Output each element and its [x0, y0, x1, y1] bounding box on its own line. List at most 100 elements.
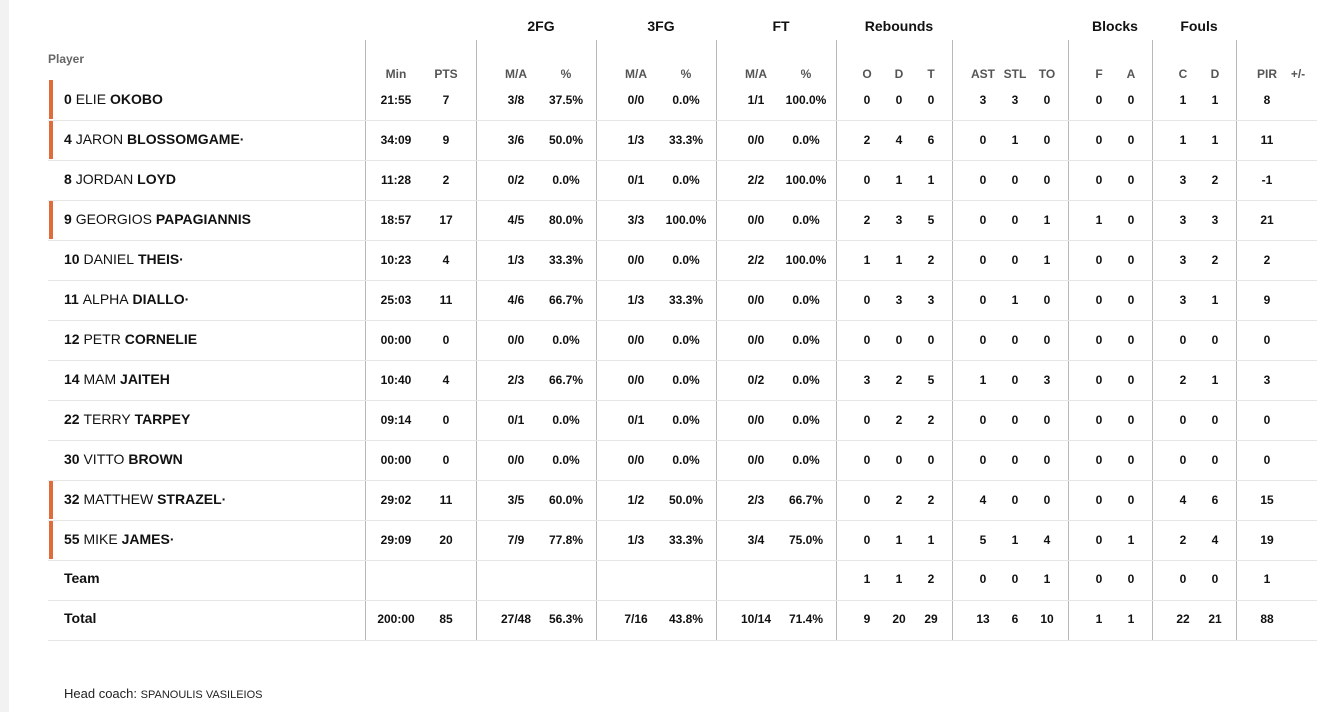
- cell-to: 1: [1043, 213, 1051, 227]
- cell-fg2-ma: 27/48: [500, 612, 532, 626]
- table-row: 32 MATTHEW STRAZEL· 29:02 11 3/5 60.0% 1/2 50.…: [0, 480, 1317, 520]
- player-name[interactable]: 55 MIKE JAMES·: [64, 530, 175, 548]
- player-name[interactable]: 0 ELIE OKOBO: [64, 90, 163, 108]
- player-name[interactable]: 32 MATTHEW STRAZEL·: [64, 490, 226, 508]
- cell-fc: 3: [1179, 173, 1187, 187]
- cell-bf: 0: [1095, 493, 1103, 507]
- cell-fg3-pct: 33.3%: [668, 133, 704, 147]
- cell-bf: 0: [1095, 572, 1103, 586]
- cell-ast: 4: [979, 493, 987, 507]
- cell-d: 1: [895, 253, 903, 267]
- cell-ast: 1: [979, 373, 987, 387]
- cell-fc: 0: [1179, 572, 1187, 586]
- cell-stl: 3: [1011, 93, 1019, 107]
- cell-t: 0: [927, 453, 935, 467]
- cell-pts: 0: [442, 413, 450, 427]
- cell-ft-pct: 75.0%: [788, 533, 824, 547]
- cell-to: 1: [1043, 572, 1051, 586]
- player-name[interactable]: 22 TERRY TARPEY: [64, 410, 190, 428]
- head-coach-name: SPANOULIS VASILEIOS: [140, 689, 263, 701]
- total-row: Total 200:00 85 27/48 56.3% 7/16 43.8% 10/14 71.…: [0, 599, 1317, 639]
- cell-fc: 3: [1179, 293, 1187, 307]
- cell-fg2-ma: 4/6: [507, 293, 525, 307]
- subheader-fg3-ma: M/A: [625, 67, 647, 81]
- cell-t: 1: [927, 533, 935, 547]
- table-row: 9 GEORGIOS PAPAGIANNIS 18:57 17 4/5 80.0% 3/3…: [0, 200, 1317, 240]
- cell-pts: 4: [442, 373, 450, 387]
- cell-d: 1: [895, 533, 903, 547]
- player-last-name: BROWN: [128, 451, 183, 467]
- player-name[interactable]: 12 PETR CORNELIE: [64, 330, 197, 348]
- player-name[interactable]: 14 MAM JAITEH: [64, 370, 170, 388]
- player-name[interactable]: 10 DANIEL THEIS·: [64, 250, 184, 268]
- cell-fc: 4: [1179, 493, 1187, 507]
- cell-o: 0: [863, 93, 871, 107]
- cell-bf: 0: [1095, 173, 1103, 187]
- player-name[interactable]: 11 ALPHA DIALLO·: [64, 290, 189, 308]
- column-divider: [1152, 40, 1153, 640]
- cell-fc: 3: [1179, 213, 1187, 227]
- cell-pts: 17: [439, 213, 453, 227]
- cell-fg3-ma: 1/3: [627, 293, 645, 307]
- player-first-name: MAM: [83, 371, 117, 387]
- player-last-name: JAMES·: [121, 531, 175, 547]
- player-last-name: THEIS·: [137, 251, 184, 267]
- cell-fg2-pct: 37.5%: [548, 93, 584, 107]
- cell-o: 0: [863, 293, 871, 307]
- cell-ba: 0: [1127, 333, 1135, 347]
- cell-fg2-pct: 77.8%: [548, 533, 584, 547]
- subheader-ft-ma: M/A: [745, 67, 767, 81]
- cell-ba: 0: [1127, 253, 1135, 267]
- cell-o: 0: [863, 173, 871, 187]
- player-first-name: ELIE: [75, 91, 107, 107]
- cell-ft-ma: 0/0: [747, 453, 765, 467]
- cell-fg3-ma: 1/3: [627, 533, 645, 547]
- cell-o: 0: [863, 533, 871, 547]
- column-divider: [365, 40, 366, 640]
- cell-d: 0: [895, 333, 903, 347]
- cell-d: 0: [895, 453, 903, 467]
- row-divider: [48, 480, 1317, 481]
- cell-pir: 8: [1263, 93, 1271, 107]
- cell-ft-pct: 0.0%: [792, 333, 820, 347]
- cell-o: 0: [863, 453, 871, 467]
- cell-stl: 1: [1011, 293, 1019, 307]
- cell-stl: 0: [1011, 333, 1019, 347]
- cell-min: 21:55: [380, 93, 412, 107]
- cell-ast: 0: [979, 413, 987, 427]
- player-first-name: ALPHA: [82, 291, 129, 307]
- player-name[interactable]: 8 JORDAN LOYD: [64, 170, 176, 188]
- cell-ba: 0: [1127, 373, 1135, 387]
- cell-bf: 0: [1095, 253, 1103, 267]
- column-divider: [1068, 40, 1069, 640]
- cell-fg3-pct: 33.3%: [668, 293, 704, 307]
- table-row: 10 DANIEL THEIS· 10:23 4 1/3 33.3% 0/0 0.0% 2/2…: [0, 240, 1317, 280]
- cell-ft-ma: 2/2: [747, 253, 765, 267]
- player-number: 12: [64, 331, 80, 347]
- cell-fg2-ma: 3/8: [507, 93, 525, 107]
- column-divider: [596, 40, 597, 640]
- cell-ba: 0: [1127, 173, 1135, 187]
- cell-ft-pct: 100.0%: [785, 173, 827, 187]
- player-number: 8: [64, 171, 72, 187]
- cell-ba: 1: [1127, 612, 1135, 626]
- player-name[interactable]: 4 JARON BLOSSOMGAME·: [64, 130, 244, 148]
- header-player: Player: [48, 52, 85, 66]
- head-coach-label: Head coach:: [64, 686, 137, 701]
- cell-min: 25:03: [380, 293, 412, 307]
- cell-t: 2: [927, 253, 935, 267]
- cell-d: 4: [895, 133, 903, 147]
- subheader-pm: +/-: [1290, 67, 1306, 81]
- cell-stl: 0: [1011, 253, 1019, 267]
- player-name[interactable]: 9 GEORGIOS PAPAGIANNIS: [64, 210, 251, 228]
- cell-ast: 0: [979, 293, 987, 307]
- cell-t: 3: [927, 293, 935, 307]
- cell-fc: 0: [1179, 333, 1187, 347]
- player-name[interactable]: 30 VITTO BROWN: [64, 450, 183, 468]
- player-number: 22: [64, 411, 80, 427]
- cell-to: 0: [1043, 333, 1051, 347]
- cell-ft-pct: 100.0%: [785, 253, 827, 267]
- cell-ast: 0: [979, 253, 987, 267]
- cell-fg3-pct: 0.0%: [672, 453, 700, 467]
- table-row: 22 TERRY TARPEY 09:14 0 0/1 0.0% 0/1 0.0% 0/0 0.…: [0, 400, 1317, 440]
